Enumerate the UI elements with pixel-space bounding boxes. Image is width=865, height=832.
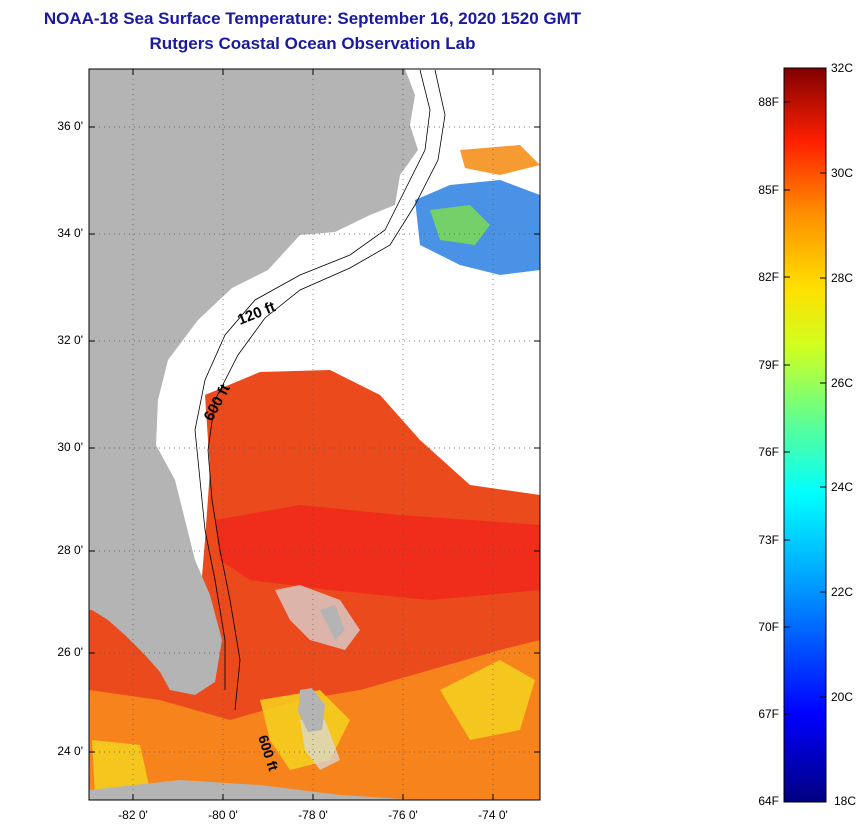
map-axes bbox=[88, 68, 541, 801]
grid-lines bbox=[89, 69, 540, 800]
colorbar bbox=[783, 67, 827, 803]
lon-label: -78 0' bbox=[298, 808, 328, 822]
colorbar-f-label: 88F bbox=[758, 95, 779, 109]
colorbar-c-label: 18C bbox=[834, 794, 857, 808]
colorbar-c-label: 28C bbox=[831, 271, 854, 285]
lat-label: 30 0' bbox=[57, 440, 83, 454]
lat-label: 24 0' bbox=[57, 744, 83, 758]
colorbar-c-label: 22C bbox=[831, 585, 854, 599]
cuba-land bbox=[89, 780, 420, 800]
colorbar-c-label: 20C bbox=[831, 690, 854, 704]
lon-label: -82 0' bbox=[118, 808, 148, 822]
lat-label: 32 0' bbox=[57, 333, 83, 347]
colorbar-c-label: 32C bbox=[831, 61, 854, 75]
colorbar-f-label: 82F bbox=[758, 270, 779, 284]
colorbar-c-label: 24C bbox=[831, 480, 854, 494]
colorbar-f-label: 76F bbox=[758, 445, 779, 459]
colorbar-c-label: 26C bbox=[831, 376, 854, 390]
lon-label: -76 0' bbox=[388, 808, 418, 822]
colorbar-ticks bbox=[784, 101, 826, 715]
colorbar-f-label: 85F bbox=[758, 183, 779, 197]
lon-label: -80 0' bbox=[208, 808, 238, 822]
sst-orange-north bbox=[460, 145, 540, 175]
colorbar-f-label: 70F bbox=[758, 620, 779, 634]
sst-green-patch bbox=[430, 205, 490, 245]
lon-label: -74 0' bbox=[478, 808, 508, 822]
land-mass bbox=[89, 69, 418, 695]
colorbar-f-label: 73F bbox=[758, 533, 779, 547]
sst-hot-band bbox=[215, 505, 540, 600]
contour-line bbox=[194, 69, 431, 690]
lat-label: 26 0' bbox=[57, 645, 83, 659]
colorbar-f-label: 79F bbox=[758, 358, 779, 372]
lat-label: 36 0' bbox=[57, 119, 83, 133]
bahamas-islands bbox=[298, 605, 345, 732]
axis-ticks bbox=[89, 69, 540, 800]
lat-label: 34 0' bbox=[57, 226, 83, 240]
colorbar-c-label: 30C bbox=[831, 166, 854, 180]
colorbar-f-label: 67F bbox=[758, 707, 779, 721]
lat-label: 28 0' bbox=[57, 543, 83, 557]
map-title: NOAA-18 Sea Surface Temperature: Septemb… bbox=[43, 9, 582, 28]
map-subtitle: Rutgers Coastal Ocean Observation Lab bbox=[149, 34, 476, 53]
colorbar-f-label: 64F bbox=[758, 794, 779, 808]
contour-line bbox=[207, 69, 446, 711]
